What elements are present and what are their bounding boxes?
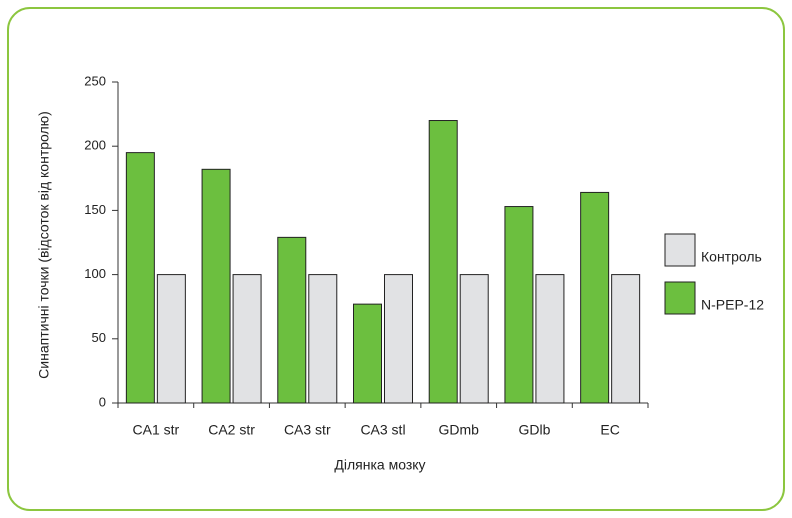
y-axis-label: Синаптичні точки (відсоток від контролю) — [36, 111, 52, 379]
bar — [308, 274, 338, 404]
bar — [384, 274, 413, 404]
bar — [277, 236, 307, 404]
bar — [459, 274, 489, 404]
bar — [353, 303, 382, 404]
bar — [125, 152, 155, 404]
legend-swatch — [664, 281, 696, 315]
y-tick-label: 0 — [99, 394, 106, 409]
x-tick-label: CA1 str — [133, 422, 180, 438]
bar — [580, 191, 610, 404]
bar — [232, 274, 262, 404]
legend-label: Контроль — [701, 249, 762, 265]
x-tick-label: EC — [600, 422, 619, 438]
bar — [428, 120, 458, 404]
x-axis-label: Ділянка мозку — [334, 457, 425, 473]
x-tick-label: CA2 str — [208, 422, 255, 438]
x-tick-label: CA3 stl — [360, 422, 405, 438]
bar — [201, 168, 231, 404]
bar — [156, 274, 186, 404]
y-tick-label: 100 — [84, 266, 106, 281]
y-tick-label: 50 — [92, 330, 106, 345]
x-tick-label: GDlb — [518, 422, 550, 438]
legend-swatch — [664, 233, 696, 267]
y-tick-label: 200 — [84, 138, 106, 153]
bar — [611, 274, 641, 404]
x-tick-label: CA3 str — [284, 422, 331, 438]
legend-label: N-PEP-12 — [701, 297, 764, 313]
y-tick-label: 150 — [84, 202, 106, 217]
bar — [535, 274, 565, 404]
y-tick-label: 250 — [84, 73, 106, 88]
bar — [504, 206, 534, 404]
x-tick-label: GDmb — [438, 422, 479, 438]
